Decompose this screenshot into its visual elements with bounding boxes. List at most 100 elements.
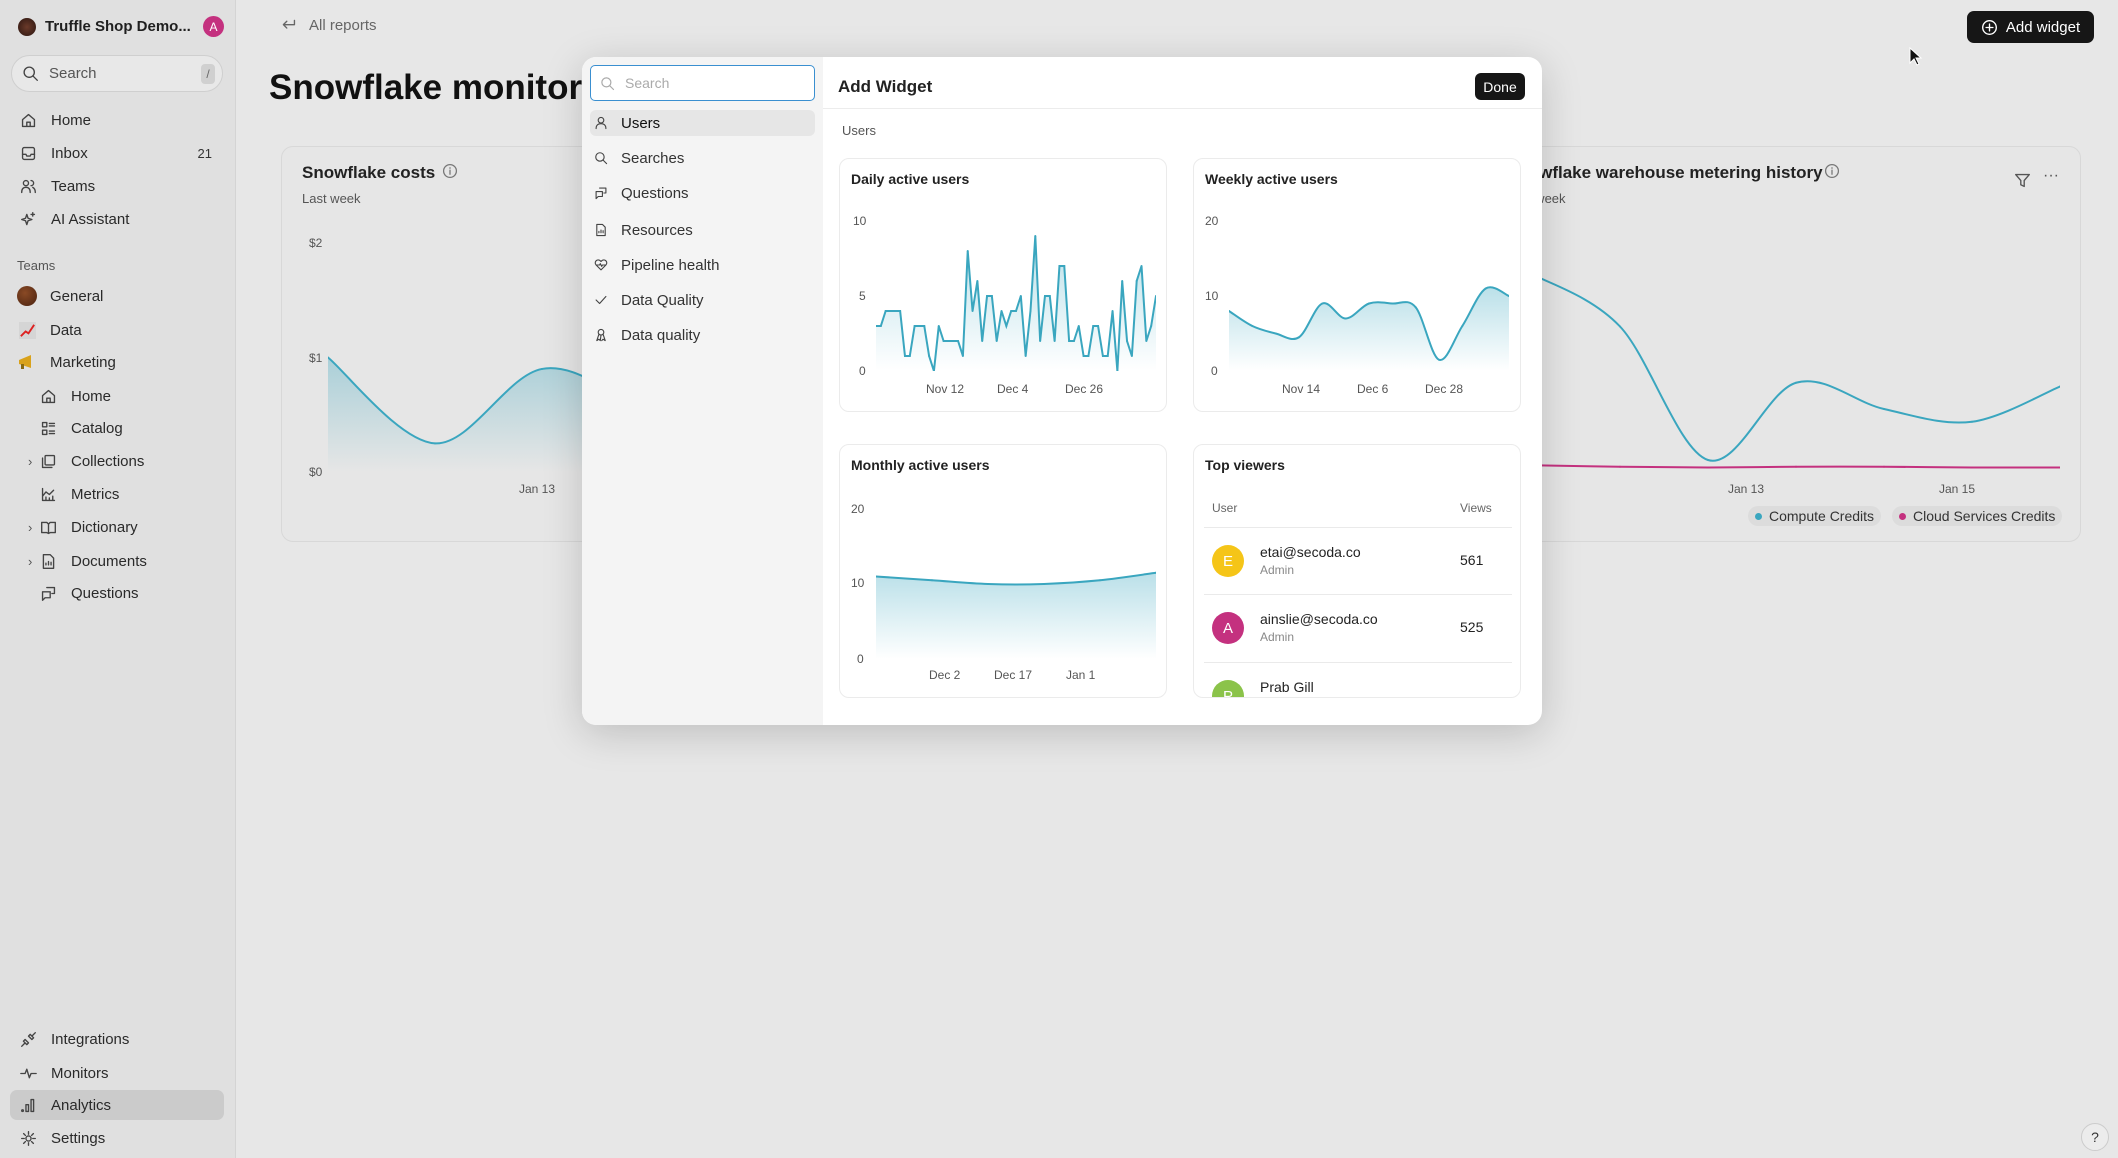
help-button[interactable]: ? <box>2081 1123 2109 1151</box>
category-questions[interactable]: Questions <box>590 180 815 206</box>
chevron-right-icon[interactable]: › <box>28 453 33 469</box>
info-icon[interactable] <box>1824 163 1840 179</box>
data-point <box>1145 340 1148 342</box>
data-point <box>1368 302 1370 305</box>
home-icon <box>21 113 35 127</box>
label: Monitors <box>51 1064 109 1082</box>
data-point <box>1971 420 1973 423</box>
legend-cloud-services-credits[interactable]: Cloud Services Credits <box>1892 506 2063 526</box>
area-fill <box>876 236 1156 371</box>
widget-weekly-active-users[interactable]: Weekly active users 20 10 0 Nov 14 Dec 6… <box>1193 158 1521 412</box>
chevron-right-icon[interactable]: › <box>28 553 33 569</box>
legend-compute-credits[interactable]: Compute Credits <box>1748 506 1882 526</box>
label: Dictionary <box>71 518 138 536</box>
data-point <box>876 575 877 578</box>
x-tick: Dec 6 <box>1357 382 1389 396</box>
data-point <box>931 579 933 582</box>
marketing-questions[interactable]: Questions <box>10 578 224 608</box>
category-users[interactable]: Users <box>590 110 815 136</box>
sidebar-item-inbox[interactable]: Inbox 21 <box>10 138 224 168</box>
user-avatar[interactable]: A <box>203 16 224 37</box>
x-tick: Jan 13 <box>1728 482 1765 496</box>
x-tick: Jan 13 <box>519 482 556 496</box>
data-point <box>903 355 906 357</box>
more-options-icon[interactable]: ··· <box>2043 167 2059 184</box>
y-tick: 0 <box>859 364 866 378</box>
data-point <box>1971 466 1973 469</box>
sidebar-item-home[interactable]: Home <box>10 105 224 135</box>
workspace-name[interactable]: Truffle Shop Demo... <box>45 18 191 35</box>
info-icon[interactable] <box>442 163 458 179</box>
category-searches[interactable]: Searches <box>590 145 815 171</box>
marketing-home[interactable]: Home <box>10 381 224 411</box>
dau-chart <box>876 235 1156 371</box>
data-point <box>1116 370 1119 371</box>
back-link[interactable]: All reports <box>280 17 377 34</box>
data-point <box>1034 235 1037 237</box>
label: Users <box>621 114 661 132</box>
sidebar-item-ai-assistant[interactable]: AI Assistant <box>10 204 224 234</box>
category-data-quality[interactable]: Data Quality <box>590 287 815 313</box>
divider <box>1204 662 1512 663</box>
sidebar-item-integrations[interactable]: Integrations <box>10 1024 224 1054</box>
sidebar-item-settings[interactable]: Settings <box>10 1123 224 1153</box>
add-widget-label: Add widget <box>2005 18 2081 36</box>
widget-daily-active-users[interactable]: Daily active users 10 5 0 Nov 12 Dec 4 D… <box>839 158 1167 412</box>
collections-icon <box>41 454 55 468</box>
team-marketing[interactable]: Marketing <box>10 347 224 377</box>
data-point <box>1015 310 1017 312</box>
viewer-email: etai@secoda.co <box>1260 544 1361 560</box>
category-resources[interactable]: Resources <box>590 217 815 243</box>
widget-monthly-active-users[interactable]: Monthly active users 20 10 0 Dec 2 Dec 1… <box>839 444 1167 698</box>
data-point <box>987 583 989 585</box>
search-icon <box>23 66 38 81</box>
data-point <box>1707 466 1709 469</box>
data-point <box>1053 340 1056 342</box>
marketing-documents[interactable]: › Documents <box>10 546 224 576</box>
search-input[interactable]: Search / <box>11 55 223 92</box>
inbox-count-badge: 21 <box>197 145 212 161</box>
category-pipeline-health[interactable]: Pipeline health <box>590 252 815 278</box>
return-arrow-icon <box>282 19 296 29</box>
viewer-row[interactable]: E etai@secoda.co Admin 561 <box>1194 528 1520 594</box>
sidebar-item-teams[interactable]: Teams <box>10 171 224 201</box>
modal-title: Add Widget <box>838 77 933 96</box>
data-point <box>1058 265 1061 267</box>
marketing-catalog[interactable]: Catalog <box>10 413 224 443</box>
x-tick: Jan 15 <box>1939 482 1976 496</box>
section-label: Users <box>842 123 876 138</box>
data-point <box>961 355 964 357</box>
label: Data Quality <box>621 291 704 309</box>
x-tick: Dec 28 <box>1425 382 1464 396</box>
filter-icon[interactable] <box>2014 172 2031 189</box>
widget-title: Daily active users <box>851 171 970 187</box>
add-widget-button[interactable]: Add widget <box>1967 11 2094 43</box>
team-data[interactable]: Data <box>10 315 224 345</box>
data-point <box>971 310 974 312</box>
marketing-collections[interactable]: › Collections <box>10 446 224 476</box>
plus-circle-icon <box>1981 19 1997 35</box>
data-point <box>1461 325 1464 327</box>
widget-top-viewers[interactable]: Top viewers User Views E etai@secoda.co … <box>1193 444 1521 698</box>
viewer-row[interactable]: P Prab Gill <box>1194 663 1520 697</box>
viewer-row[interactable]: A ainslie@secoda.co Admin 525 <box>1194 595 1520 661</box>
viewer-role: Admin <box>1260 563 1295 577</box>
done-button[interactable]: Done <box>1475 73 1525 100</box>
team-general[interactable]: General <box>10 281 224 311</box>
plug-icon <box>20 1031 36 1047</box>
users-icon <box>20 179 36 193</box>
sidebar-item-monitors[interactable]: Monitors <box>10 1058 224 1088</box>
chevron-right-icon[interactable]: › <box>28 519 33 535</box>
data-point <box>1072 340 1075 342</box>
category-data-quality-2[interactable]: Data quality <box>590 322 815 348</box>
column-header-views: Views <box>1460 501 1492 515</box>
y-tick: $1 <box>309 351 323 365</box>
marketing-dictionary[interactable]: › Dictionary <box>10 512 224 542</box>
marketing-metrics[interactable]: Metrics <box>10 479 224 509</box>
widget-search-input[interactable]: Search <box>590 65 815 101</box>
chart-emoji-icon <box>18 321 36 339</box>
data-point <box>908 355 911 357</box>
sidebar-item-analytics[interactable]: Analytics <box>10 1090 224 1120</box>
questions-icon <box>41 586 55 601</box>
data-point <box>1130 355 1133 357</box>
